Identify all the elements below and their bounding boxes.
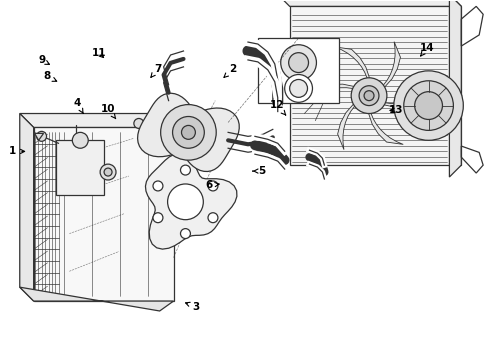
Circle shape bbox=[208, 213, 218, 223]
Polygon shape bbox=[138, 93, 239, 171]
Circle shape bbox=[104, 168, 112, 176]
Circle shape bbox=[364, 91, 374, 100]
Circle shape bbox=[289, 53, 309, 72]
Text: 14: 14 bbox=[420, 43, 435, 56]
Circle shape bbox=[153, 181, 163, 191]
Circle shape bbox=[281, 45, 317, 81]
Circle shape bbox=[37, 131, 47, 141]
Polygon shape bbox=[310, 84, 363, 101]
Text: 13: 13 bbox=[389, 105, 403, 115]
Bar bbox=[34, 127, 173, 301]
Circle shape bbox=[180, 165, 191, 175]
Text: 4: 4 bbox=[74, 98, 83, 113]
Bar bbox=[290, 6, 461, 165]
Circle shape bbox=[180, 229, 191, 239]
Circle shape bbox=[285, 75, 313, 102]
Circle shape bbox=[172, 117, 204, 148]
Text: 11: 11 bbox=[92, 48, 106, 58]
Polygon shape bbox=[20, 287, 173, 311]
Ellipse shape bbox=[288, 33, 377, 132]
Polygon shape bbox=[146, 154, 237, 249]
Polygon shape bbox=[20, 113, 34, 301]
Polygon shape bbox=[35, 133, 44, 140]
Circle shape bbox=[404, 81, 453, 130]
Bar bbox=[56, 140, 104, 195]
Circle shape bbox=[351, 78, 387, 113]
Circle shape bbox=[100, 164, 116, 180]
Circle shape bbox=[415, 92, 442, 120]
Circle shape bbox=[147, 113, 161, 127]
Text: 10: 10 bbox=[100, 104, 116, 119]
Circle shape bbox=[168, 184, 203, 220]
Circle shape bbox=[134, 118, 144, 129]
Polygon shape bbox=[376, 42, 400, 93]
Polygon shape bbox=[375, 90, 428, 107]
Circle shape bbox=[208, 181, 218, 191]
Circle shape bbox=[359, 86, 379, 105]
Text: 8: 8 bbox=[43, 71, 57, 81]
Circle shape bbox=[153, 213, 163, 223]
Polygon shape bbox=[20, 113, 173, 127]
Polygon shape bbox=[338, 99, 362, 150]
Text: 5: 5 bbox=[253, 166, 266, 176]
Text: 1: 1 bbox=[9, 147, 24, 157]
Circle shape bbox=[290, 80, 308, 97]
Text: 3: 3 bbox=[186, 302, 200, 312]
Text: 9: 9 bbox=[38, 55, 49, 65]
Polygon shape bbox=[335, 47, 370, 88]
Text: 12: 12 bbox=[270, 100, 286, 115]
Polygon shape bbox=[278, 0, 461, 6]
Circle shape bbox=[394, 71, 464, 140]
Circle shape bbox=[73, 132, 88, 148]
Circle shape bbox=[161, 105, 216, 160]
Text: 6: 6 bbox=[205, 180, 219, 190]
Polygon shape bbox=[449, 0, 461, 177]
Text: 7: 7 bbox=[151, 64, 161, 77]
Bar bbox=[258, 38, 339, 103]
Polygon shape bbox=[368, 104, 403, 144]
Circle shape bbox=[181, 125, 196, 139]
Text: 2: 2 bbox=[224, 64, 237, 77]
